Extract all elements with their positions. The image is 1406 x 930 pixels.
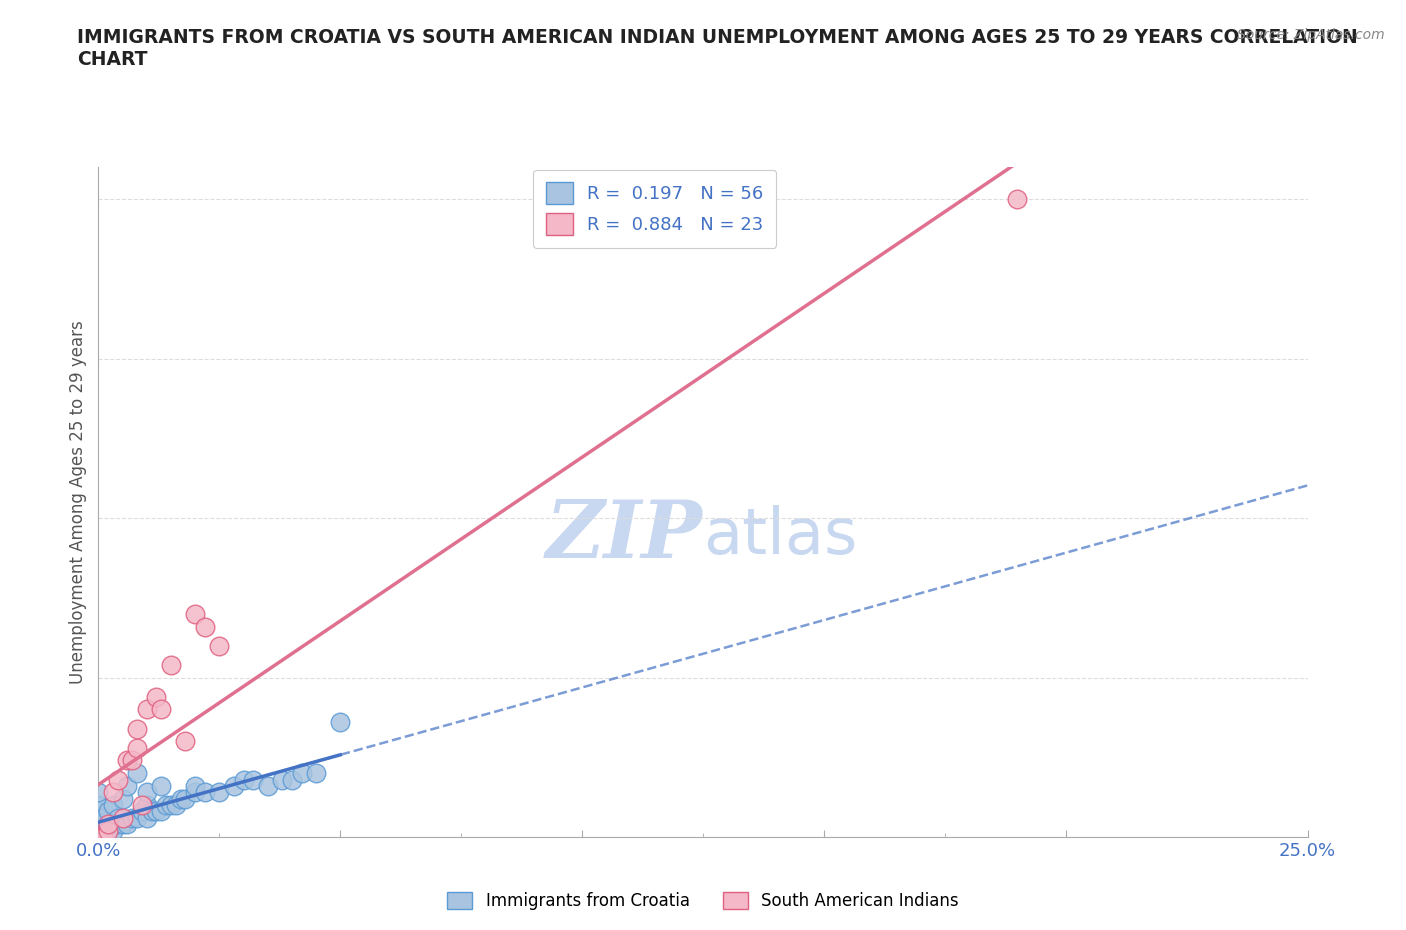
Point (111, 810, 134, 825)
Point (242, 772, 264, 787)
Point (141, 804, 163, 819)
Point (160, 658, 183, 672)
Point (87, 830, 110, 844)
Point (117, 778, 139, 793)
Point (329, 715, 352, 730)
Point (165, 798, 187, 813)
Legend: Immigrants from Croatia, South American Indians: Immigrants from Croatia, South American … (440, 885, 966, 917)
Point (160, 798, 183, 813)
Point (101, 785, 124, 800)
Point (91, 810, 114, 825)
Point (121, 753, 143, 768)
Point (101, 823, 124, 838)
Point (87, 817, 110, 831)
Point (135, 810, 157, 825)
Y-axis label: Unemployment Among Ages 25 to 29 years: Unemployment Among Ages 25 to 29 years (69, 320, 87, 684)
Point (117, 817, 139, 831)
Point (135, 702, 157, 717)
Point (184, 778, 207, 793)
Point (87, 804, 110, 819)
Point (135, 785, 157, 800)
Point (169, 791, 191, 806)
Point (127, 740, 149, 755)
Point (101, 798, 124, 813)
Point (174, 734, 197, 749)
Point (91, 830, 114, 844)
Point (150, 804, 173, 819)
Point (131, 804, 153, 819)
Point (97, 804, 120, 819)
Point (87, 785, 110, 800)
Point (145, 689, 167, 704)
Point (91, 823, 114, 838)
Point (87, 830, 110, 844)
Point (194, 785, 217, 800)
Point (107, 810, 129, 825)
Point (150, 778, 173, 793)
Point (208, 785, 231, 800)
Text: Source: ZipAtlas.com: Source: ZipAtlas.com (1237, 28, 1385, 42)
Point (91, 830, 114, 844)
Point (305, 765, 328, 780)
Point (184, 606, 207, 621)
Point (145, 804, 167, 819)
Point (281, 772, 304, 787)
Point (97, 823, 120, 838)
Point (127, 721, 149, 736)
Point (194, 619, 217, 634)
Point (1007, 192, 1029, 206)
Point (87, 830, 110, 844)
Point (222, 778, 245, 793)
Text: atlas: atlas (703, 505, 858, 566)
Point (174, 791, 197, 806)
Point (97, 817, 120, 831)
Point (111, 817, 134, 831)
Point (87, 830, 110, 844)
Point (87, 810, 110, 825)
Point (91, 817, 114, 831)
Text: ZIP: ZIP (546, 497, 703, 575)
Point (184, 785, 207, 800)
Point (87, 798, 110, 813)
Point (87, 830, 110, 844)
Point (131, 798, 153, 813)
Point (150, 702, 173, 717)
Point (127, 810, 149, 825)
Point (97, 817, 120, 831)
Point (290, 765, 312, 780)
Point (135, 798, 157, 813)
Point (97, 830, 120, 844)
Point (87, 807, 110, 822)
Point (107, 817, 129, 831)
Point (127, 765, 149, 780)
Legend: R =  0.197   N = 56, R =  0.884   N = 23: R = 0.197 N = 56, R = 0.884 N = 23 (533, 170, 776, 248)
Point (97, 823, 120, 838)
Point (208, 638, 231, 653)
Point (107, 772, 129, 787)
Point (155, 798, 177, 813)
Point (111, 791, 134, 806)
Point (87, 830, 110, 844)
Point (271, 772, 294, 787)
Point (87, 817, 110, 831)
Point (117, 753, 139, 768)
Point (121, 810, 143, 825)
Point (101, 817, 124, 831)
Point (232, 772, 254, 787)
Text: IMMIGRANTS FROM CROATIA VS SOUTH AMERICAN INDIAN UNEMPLOYMENT AMONG AGES 25 TO 2: IMMIGRANTS FROM CROATIA VS SOUTH AMERICA… (77, 28, 1358, 69)
Point (256, 778, 278, 793)
